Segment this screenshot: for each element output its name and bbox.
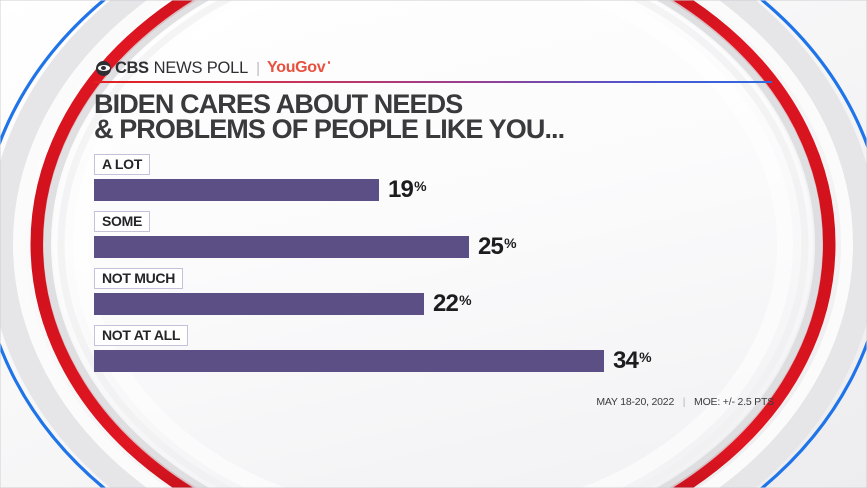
poll-dates: MAY 18-20, 2022	[596, 396, 675, 408]
value-some: 25%	[478, 233, 517, 260]
header-divider-rule	[94, 81, 772, 83]
category-label-not-at-all: NOT AT ALL	[94, 325, 189, 346]
poll-label: NEWS POLL	[153, 58, 249, 77]
table-row: NOT MUCH 22%	[94, 268, 774, 325]
bar-row-not-much: 22%	[94, 290, 472, 317]
value-a-lot: 19%	[388, 176, 427, 203]
bar-a-lot	[94, 179, 379, 201]
bar-row-not-at-all: 34%	[94, 347, 652, 374]
page-title: BIDEN CARES ABOUT NEEDS & PROBLEMS OF PE…	[94, 89, 565, 144]
margin-of-error: MOE: +/- 2.5 PTS	[694, 396, 774, 408]
partner-name: YouGov	[267, 59, 331, 76]
cbs-eye-icon	[96, 60, 111, 76]
brand-separator: |	[256, 59, 261, 77]
bar-chart: A LOT 19% SOME 25% NOT MUCH 22%	[94, 154, 774, 382]
brand-header: CBS NEWS POLL | YouGov	[96, 58, 774, 78]
poll-content: CBS NEWS POLL | YouGov BIDEN CARES ABOUT…	[94, 58, 774, 428]
bar-row-some: 25%	[94, 233, 517, 260]
bar-some	[94, 236, 469, 258]
bar-row-a-lot: 19%	[94, 176, 427, 203]
category-label-a-lot: A LOT	[94, 154, 150, 175]
bar-not-much	[94, 293, 424, 315]
value-not-much: 22%	[433, 290, 472, 317]
network-name: CBS	[115, 58, 149, 77]
footnote-separator: |	[682, 396, 686, 408]
category-label-not-much: NOT MUCH	[94, 268, 184, 289]
table-row: NOT AT ALL 34%	[94, 325, 774, 382]
footnote: MAY 18-20, 2022 | MOE: +/- 2.5 PTS	[596, 396, 774, 408]
value-not-at-all: 34%	[613, 347, 652, 374]
bar-not-at-all	[94, 350, 604, 372]
category-label-some: SOME	[94, 211, 151, 232]
table-row: A LOT 19%	[94, 154, 774, 211]
table-row: SOME 25%	[94, 211, 774, 268]
